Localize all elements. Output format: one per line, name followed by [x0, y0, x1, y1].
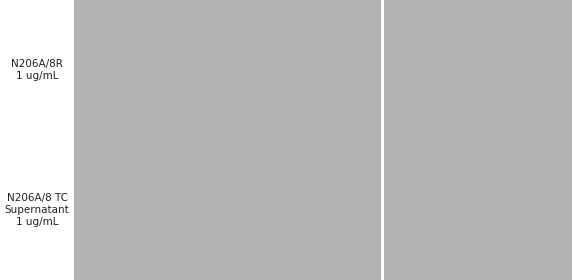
Text: N206A/8 TC
Supernatant
1 ug/mL: N206A/8 TC Supernatant 1 ug/mL — [5, 193, 70, 227]
Text: N206A/8R
1 ug/mL: N206A/8R 1 ug/mL — [11, 59, 63, 81]
